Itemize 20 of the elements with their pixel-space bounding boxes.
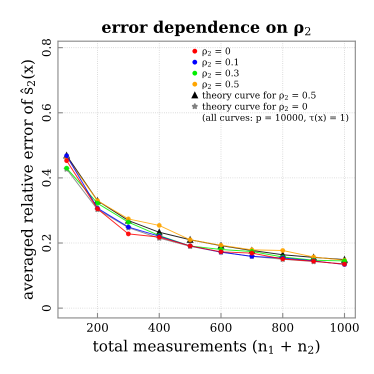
legend-label: ρ$_{2}$ = 0.3 — [202, 70, 239, 78]
y-tick-label: 0.6 — [42, 104, 51, 122]
x-tick-label: 1000 — [330, 322, 359, 332]
x-tick-label: 200 — [87, 322, 108, 332]
x-tick-label: 400 — [148, 322, 170, 332]
legend-label: ρ$_{2}$ = 0.1 — [202, 58, 238, 68]
chart-title: error dependence on ρ$_{2}$ — [102, 20, 310, 36]
y-tick-label: 0 — [42, 305, 51, 312]
legend-label: theory curve for ρ$_{2}$ = 0 — [202, 102, 308, 112]
legend-label: ρ$_{2}$ = 0.5 — [202, 80, 239, 90]
y-tick-label: 0.8 — [42, 39, 51, 56]
annotation: (all curves: p = 10000, τ(x) = 1) — [202, 114, 348, 123]
legend-label: theory curve for ρ$_{2}$ = 0.5 — [202, 92, 316, 100]
x-tick-label: 800 — [272, 322, 294, 332]
y-axis-title: averaged relative error of ŝ$_{2}$(x) — [20, 60, 36, 300]
y-tick-label: 0.2 — [42, 234, 51, 252]
x-tick-label: 600 — [210, 322, 232, 332]
y-tick-label: 0.4 — [42, 169, 51, 186]
x-axis-title: total measurements (n$_{1}$ + n$_{2}$) — [93, 340, 320, 354]
legend-label: ρ$_{2}$ = 0 — [202, 48, 230, 56]
